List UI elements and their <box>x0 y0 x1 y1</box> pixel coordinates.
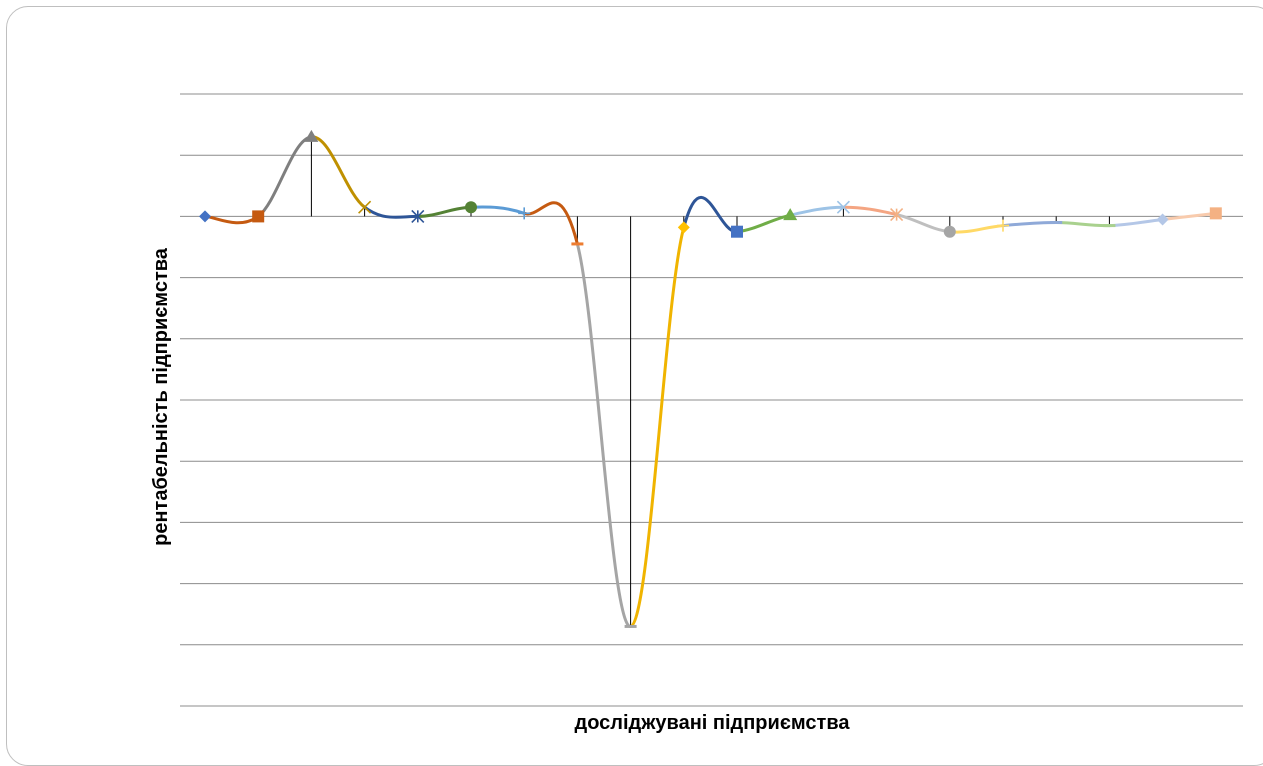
data-point <box>358 200 372 214</box>
data-point <box>411 209 425 223</box>
series-segment <box>735 213 792 234</box>
series-segment <box>309 135 367 209</box>
data-point <box>1209 207 1222 220</box>
series-segment <box>1107 217 1165 228</box>
x-axis-title: досліджувані підприємства <box>575 712 851 734</box>
series-segment <box>1054 221 1111 228</box>
series-segment <box>363 205 420 219</box>
line-chart: досліджувані підприємства рентабельність… <box>150 93 1243 734</box>
series-segment <box>841 205 899 217</box>
data-point <box>783 208 798 221</box>
series-segment <box>469 205 526 215</box>
series-segment <box>416 205 473 218</box>
data-point <box>943 225 956 238</box>
data-point <box>997 219 1009 232</box>
series-segment <box>682 196 739 234</box>
data-point <box>465 201 477 214</box>
data-point <box>199 210 211 223</box>
y-axis-title: рентабельність підприємства <box>150 247 172 546</box>
data-point <box>252 210 265 223</box>
series-segment <box>256 135 313 218</box>
series-segments <box>203 135 1218 628</box>
data-point <box>304 129 319 142</box>
data-markers <box>199 129 1222 628</box>
data-point <box>890 207 904 222</box>
chart-frame <box>6 6 1263 766</box>
series-segment <box>895 213 952 234</box>
data-point <box>1156 213 1169 226</box>
series-segment <box>629 225 686 628</box>
series-segment <box>522 201 579 246</box>
series-segment <box>575 242 633 628</box>
series-segment <box>1001 221 1058 228</box>
data-point <box>731 225 743 238</box>
data-point <box>518 207 531 220</box>
gridlines <box>180 93 1243 707</box>
series-segment <box>948 224 1005 234</box>
data-point <box>677 221 690 234</box>
series-segment <box>203 214 260 225</box>
series-segment <box>788 205 845 217</box>
data-point <box>836 200 850 214</box>
